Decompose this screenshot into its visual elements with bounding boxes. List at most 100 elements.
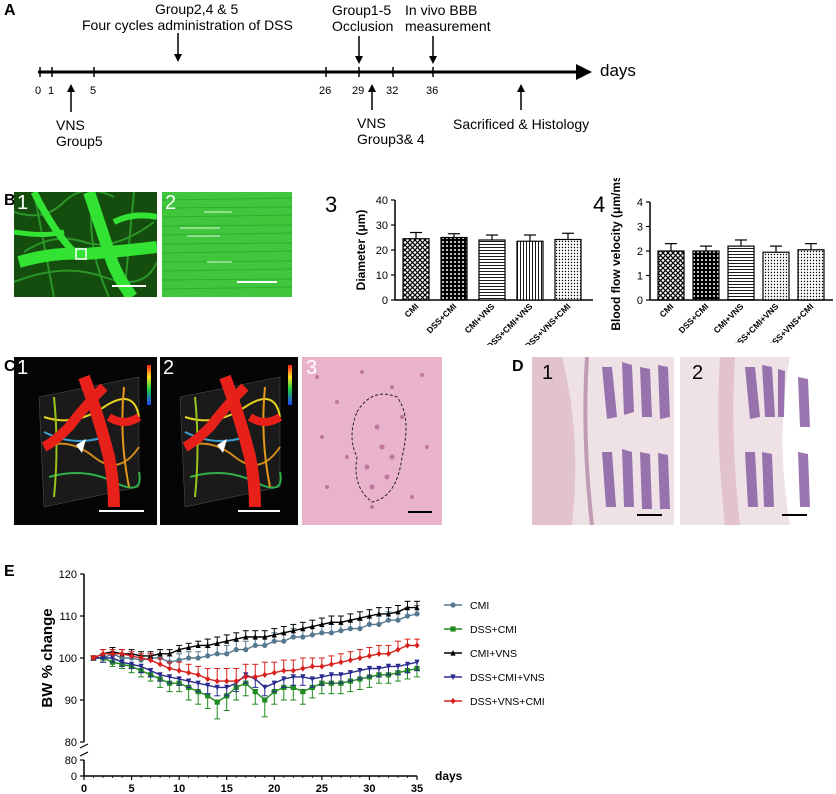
data-point: [176, 646, 182, 653]
category-label: CMI+VNS: [462, 301, 496, 335]
data-point: [138, 654, 144, 662]
legend-label: DSS+CMI+VNS: [470, 672, 545, 684]
data-point: [385, 663, 392, 670]
category-label: DSS+CMI: [424, 301, 458, 335]
dss-line2: Four cycles administration of DSS: [82, 17, 293, 33]
bar: [554, 238, 582, 301]
data-point: [252, 673, 258, 680]
data-point: [309, 623, 315, 630]
c2-3d-vessel-image: [160, 357, 298, 525]
x-tick-label: 10: [173, 783, 185, 794]
x-tick-label: 0: [81, 783, 87, 794]
c2-label: 2: [163, 357, 175, 379]
data-point: [262, 633, 268, 640]
data-point: [157, 672, 163, 678]
data-point: [243, 647, 249, 653]
bw-line-chart: 80 90 100 110 120 0 80 BW % change 0 5 10 15 20 25 30 3…: [39, 569, 545, 794]
data-point: [319, 630, 325, 636]
data-point: [300, 625, 306, 632]
x-axis-label: days: [435, 769, 463, 783]
b4-label: 4: [593, 192, 606, 217]
data-point: [290, 634, 296, 640]
data-point: [366, 612, 373, 619]
data-point: [338, 672, 344, 678]
bbb-line2: measurement: [405, 18, 491, 34]
data-point: [290, 674, 296, 680]
y-tick-label: 80: [65, 737, 77, 749]
data-point: [338, 659, 344, 666]
panel-label-c: C: [4, 358, 16, 375]
velocity-bar-chart: 0 1 2 3 4 Blood flow velocity (μm/ms) CMI DSS+C…: [609, 178, 833, 343]
data-point: [309, 663, 315, 670]
data-point: [300, 674, 306, 680]
c3-he-stain-image: [302, 357, 442, 525]
data-point: [414, 659, 420, 666]
b2-label: 2: [165, 192, 177, 214]
data-point: [195, 680, 201, 687]
data-point: [176, 667, 182, 674]
data-point: [281, 667, 287, 674]
y-tick-label: 90: [65, 695, 77, 707]
data-point: [271, 631, 277, 638]
data-point: [186, 669, 192, 676]
legend-label: CMI: [470, 600, 489, 612]
data-point: [224, 638, 230, 644]
series-CMI+VNS: [90, 600, 420, 661]
data-point: [290, 627, 296, 634]
c1-3d-vessel-image: [14, 357, 157, 525]
data-point: [262, 671, 268, 678]
panel-label-a: A: [4, 2, 16, 19]
category-label: CMI+VNS: [711, 301, 745, 335]
data-point: [347, 626, 353, 632]
bar: [516, 240, 544, 301]
data-point: [395, 663, 401, 670]
tick-0: 0: [35, 85, 42, 97]
data-point: [309, 676, 315, 683]
y-tick-label: 2: [637, 246, 643, 258]
data-point: [224, 651, 230, 657]
y-tick-label: 0: [637, 295, 643, 307]
data-point: [138, 663, 144, 670]
legend-label: DSS+VNS+CMI: [470, 696, 545, 708]
data-point: [414, 642, 420, 649]
y-axis-label: Blood flow velocity (μm/ms): [609, 178, 623, 331]
data-point: [290, 684, 296, 690]
occlusion-line1: Group1-5: [332, 2, 392, 18]
data-point: [309, 632, 315, 638]
legend-label: DSS+CMI: [470, 624, 517, 636]
data-point: [385, 650, 392, 657]
data-point: [233, 647, 239, 653]
data-point: [366, 652, 373, 659]
data-point: [319, 663, 325, 670]
y-tick-label: 100: [59, 653, 77, 665]
data-point: [450, 674, 456, 681]
y-tick-label: 4: [637, 197, 643, 209]
data-point: [319, 621, 325, 627]
data-point: [347, 617, 353, 623]
data-point: [262, 697, 268, 703]
timeline: [38, 33, 592, 112]
data-point: [385, 617, 392, 623]
data-point: [119, 659, 125, 666]
data-point: [262, 642, 268, 648]
y-tick-label: 120: [59, 569, 77, 581]
x-tick-label: 5: [129, 783, 135, 794]
tick-29: 29: [352, 85, 365, 97]
tick-26: 26: [319, 85, 332, 97]
d2-label: 2: [692, 362, 704, 384]
occlusion-line2: Occlusion: [332, 18, 394, 34]
data-point: [195, 642, 201, 648]
data-point: [376, 621, 382, 627]
panel-label-d: D: [512, 358, 524, 375]
data-point: [338, 619, 344, 625]
y-tick-label: 20: [376, 245, 388, 257]
b2-linescan-image: [162, 192, 292, 297]
data-point: [395, 608, 401, 615]
data-point: [224, 684, 230, 691]
data-point: [214, 640, 220, 646]
data-point: [450, 626, 456, 632]
data-point: [328, 672, 334, 678]
data-point: [366, 621, 373, 627]
data-point: [243, 673, 249, 680]
